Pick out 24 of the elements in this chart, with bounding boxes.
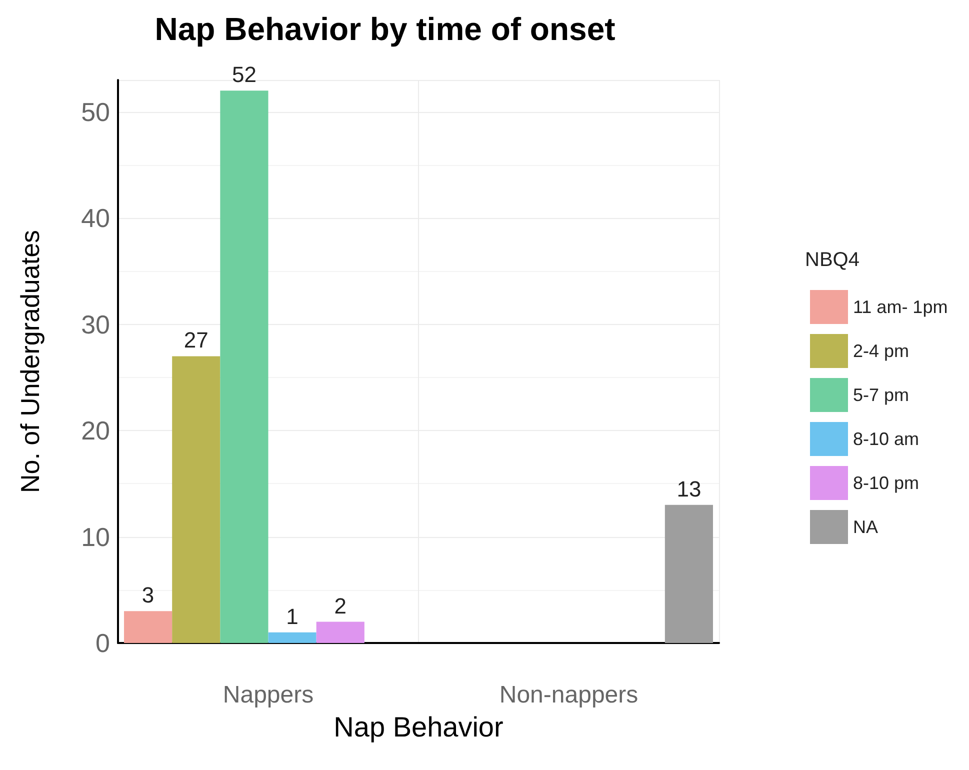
y-tick-label: 10 (81, 522, 110, 552)
y-tick-label: 20 (81, 416, 110, 446)
x-axis-title: Nap Behavior (334, 712, 504, 742)
x-tick-label: Non-nappers (499, 682, 638, 708)
data-label: 3 (142, 582, 154, 608)
data-label: 52 (232, 62, 256, 88)
y-tick-label: 0 (96, 628, 110, 658)
legend-label: NA (853, 517, 878, 537)
legend-label: 2-4 pm (853, 341, 910, 361)
y-axis-title: No. of Undergraduates (15, 230, 45, 494)
data-label: 13 (676, 476, 702, 502)
legend-label: 8-10 am (853, 429, 920, 449)
data-label: 1 (286, 604, 298, 629)
y-tick-label: 50 (81, 96, 110, 127)
legend-label: 8-10 pm (853, 473, 920, 493)
legend-label: 11 am- 1pm (853, 297, 948, 317)
legend-title: NBQ4 (805, 249, 860, 271)
data-label: 2 (334, 593, 346, 618)
x-tick-label: Nappers (222, 682, 314, 708)
chart-title: Nap Behavior by time of onset (154, 11, 616, 47)
data-label: 27 (184, 328, 208, 353)
legend-label: 5-7 pm (853, 385, 910, 405)
y-tick-label: 30 (81, 309, 110, 340)
y-tick-label: 40 (81, 203, 110, 234)
